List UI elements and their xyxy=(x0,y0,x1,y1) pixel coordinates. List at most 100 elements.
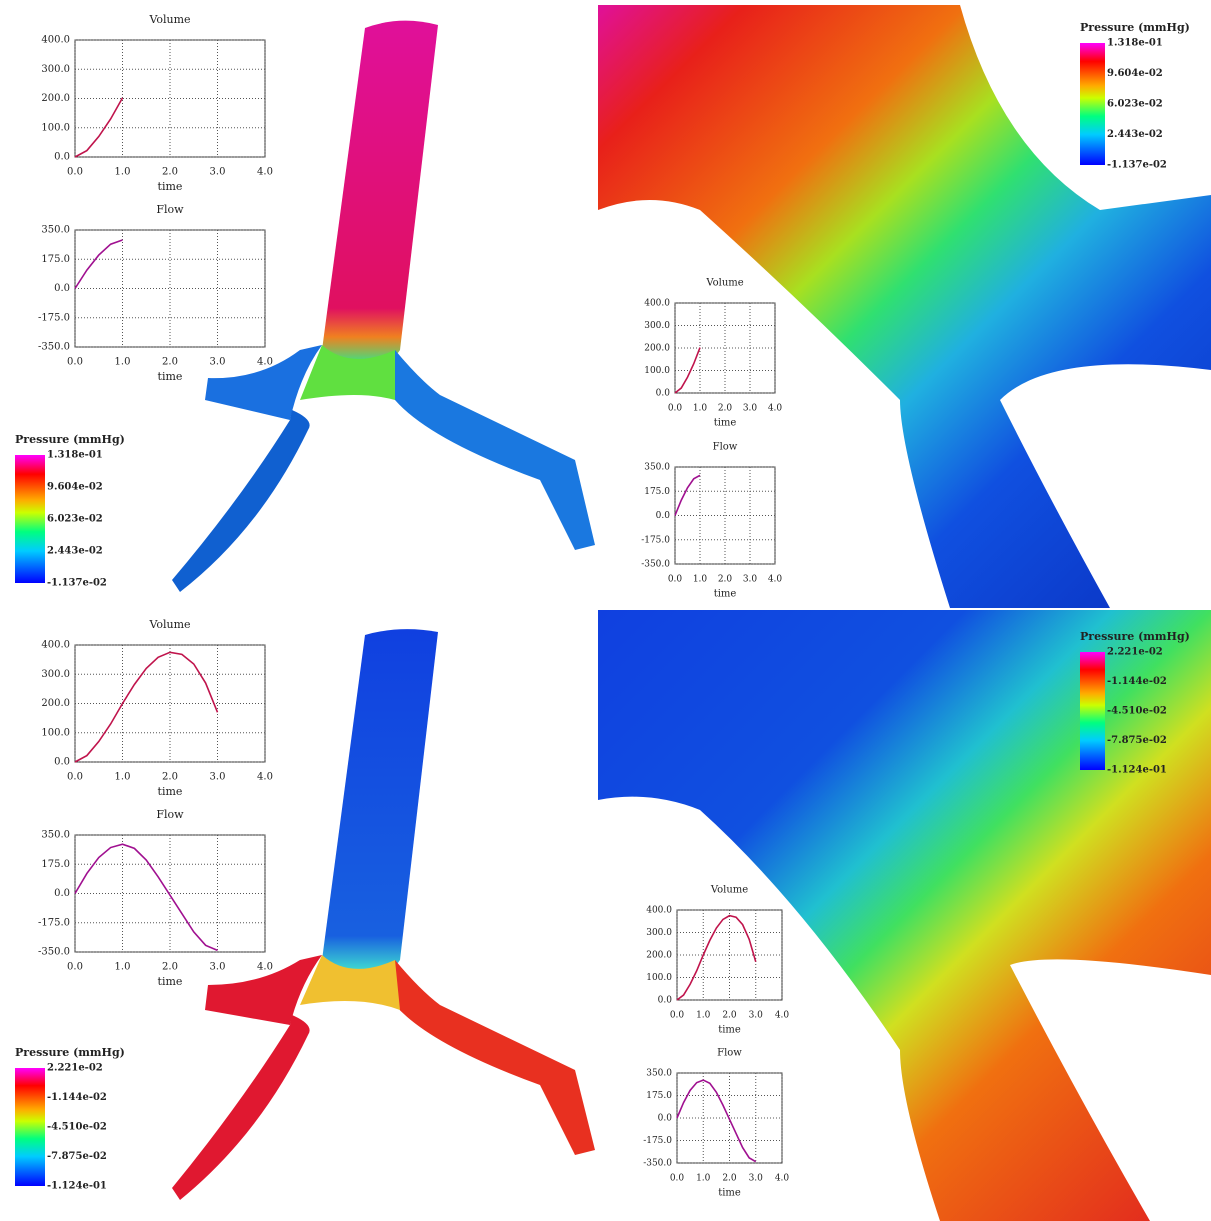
colorbar-label: 9.604e-02 xyxy=(47,482,103,493)
y-tick-label: 200.0 xyxy=(41,93,70,104)
y-tick-label: 300.0 xyxy=(41,669,70,680)
colorbar-title: Pressure (mmHg) xyxy=(1080,21,1190,34)
colorbar xyxy=(15,1068,45,1186)
colorbar xyxy=(15,455,45,583)
data-line xyxy=(74,651,219,763)
x-tick-label: 3.0 xyxy=(743,575,758,585)
x-tick-label: 1.0 xyxy=(693,404,708,414)
x-tick-label: 0.0 xyxy=(670,1011,685,1021)
y-tick-label: 100.0 xyxy=(644,366,670,376)
y-tick-label: -175.0 xyxy=(38,917,70,928)
x-tick-label: 2.0 xyxy=(722,1174,737,1184)
plot-area xyxy=(74,39,266,158)
colorbar-label: 2.443e-02 xyxy=(1107,129,1163,140)
y-tick-label: 200.0 xyxy=(41,698,70,709)
x-tick-label: 1.0 xyxy=(115,357,131,368)
x-tick-label: 0.0 xyxy=(668,575,683,585)
x-tick-label: 4.0 xyxy=(257,772,273,783)
x-tick-label: 3.0 xyxy=(749,1011,764,1021)
colorbar-label: 6.023e-02 xyxy=(1107,99,1163,110)
colorbar-label: 6.023e-02 xyxy=(47,514,103,525)
data-line xyxy=(676,1079,757,1163)
y-tick-label: 350.0 xyxy=(644,463,670,473)
x-tick-label: 2.0 xyxy=(718,575,733,585)
y-tick-label: 400.0 xyxy=(646,906,672,916)
y-tick-label: 200.0 xyxy=(646,951,672,961)
data-line xyxy=(74,843,218,952)
y-tick-label: 0.0 xyxy=(658,1114,673,1124)
x-tick-label: 3.0 xyxy=(210,962,226,973)
vessel-closeup xyxy=(598,5,1211,608)
chart-title: Flow xyxy=(156,808,184,821)
y-tick-label: 0.0 xyxy=(54,283,70,294)
x-tick-label: 0.0 xyxy=(67,167,83,178)
y-tick-label: 0.0 xyxy=(656,389,671,399)
y-tick-label: -350.0 xyxy=(643,1159,672,1169)
x-axis-label: time xyxy=(718,1188,741,1199)
colorbar-label: 9.604e-02 xyxy=(1107,68,1163,79)
x-axis-label: time xyxy=(714,418,737,429)
chart-title: Volume xyxy=(148,618,190,631)
plot-area xyxy=(74,229,266,348)
x-tick-label: 0.0 xyxy=(67,962,83,973)
y-tick-label: -175.0 xyxy=(643,1136,672,1146)
y-tick-label: 175.0 xyxy=(644,487,670,497)
colorbar xyxy=(1080,652,1105,770)
y-tick-label: 300.0 xyxy=(41,64,70,75)
y-tick-label: 400.0 xyxy=(41,35,70,46)
chart-title: Volume xyxy=(705,278,743,289)
colorbar-label: -1.124e-01 xyxy=(47,1181,107,1192)
x-tick-label: 0.0 xyxy=(668,404,683,414)
x-tick-label: 4.0 xyxy=(257,167,273,178)
y-tick-label: 175.0 xyxy=(646,1091,672,1101)
x-axis-label: time xyxy=(158,370,183,383)
x-axis-label: time xyxy=(718,1025,741,1036)
x-tick-label: 2.0 xyxy=(162,357,178,368)
x-tick-label: 0.0 xyxy=(670,1174,685,1184)
y-tick-label: -350.0 xyxy=(38,342,70,353)
colorbar xyxy=(1080,43,1105,165)
colorbar-label: -1.144e-02 xyxy=(47,1092,107,1103)
x-tick-label: 3.0 xyxy=(749,1174,764,1184)
y-tick-label: 100.0 xyxy=(41,122,70,133)
chart-title: Volume xyxy=(148,13,190,26)
colorbar-label: 2.221e-02 xyxy=(1107,647,1163,658)
chart-title: Flow xyxy=(717,1048,742,1059)
y-tick-label: 0.0 xyxy=(656,511,671,521)
data-line xyxy=(674,347,701,394)
x-tick-label: 3.0 xyxy=(210,167,226,178)
x-tick-label: 4.0 xyxy=(768,404,783,414)
y-tick-label: 0.0 xyxy=(54,757,70,768)
x-tick-label: 4.0 xyxy=(775,1011,790,1021)
plot-area xyxy=(74,644,266,763)
colorbar-label: -7.875e-02 xyxy=(1107,735,1167,746)
x-tick-label: 4.0 xyxy=(257,357,273,368)
plot-area xyxy=(74,834,266,953)
y-tick-label: 0.0 xyxy=(658,996,673,1006)
x-tick-label: 4.0 xyxy=(775,1174,790,1184)
data-line xyxy=(74,97,124,158)
y-tick-label: 350.0 xyxy=(646,1069,672,1079)
colorbar-label: -7.875e-02 xyxy=(47,1151,107,1162)
x-tick-label: 1.0 xyxy=(693,575,708,585)
data-line xyxy=(74,239,123,289)
vessel-render xyxy=(172,20,595,592)
colorbar-title: Pressure (mmHg) xyxy=(15,1046,125,1059)
x-tick-label: 1.0 xyxy=(115,772,131,783)
colorbar-title: Pressure (mmHg) xyxy=(1080,630,1190,643)
y-tick-label: 175.0 xyxy=(41,859,70,870)
y-tick-label: 400.0 xyxy=(644,299,670,309)
x-tick-label: 4.0 xyxy=(768,575,783,585)
chart-title: Flow xyxy=(713,442,738,453)
y-tick-label: -175.0 xyxy=(38,312,70,323)
x-tick-label: 1.0 xyxy=(115,167,131,178)
y-tick-label: 200.0 xyxy=(644,344,670,354)
x-tick-label: 3.0 xyxy=(210,772,226,783)
x-tick-label: 2.0 xyxy=(718,404,733,414)
chart-title: Volume xyxy=(710,885,748,896)
y-tick-label: 100.0 xyxy=(646,973,672,983)
y-tick-label: 300.0 xyxy=(646,928,672,938)
y-tick-label: 350.0 xyxy=(41,225,70,236)
colorbar-label: -1.144e-02 xyxy=(1107,676,1167,687)
